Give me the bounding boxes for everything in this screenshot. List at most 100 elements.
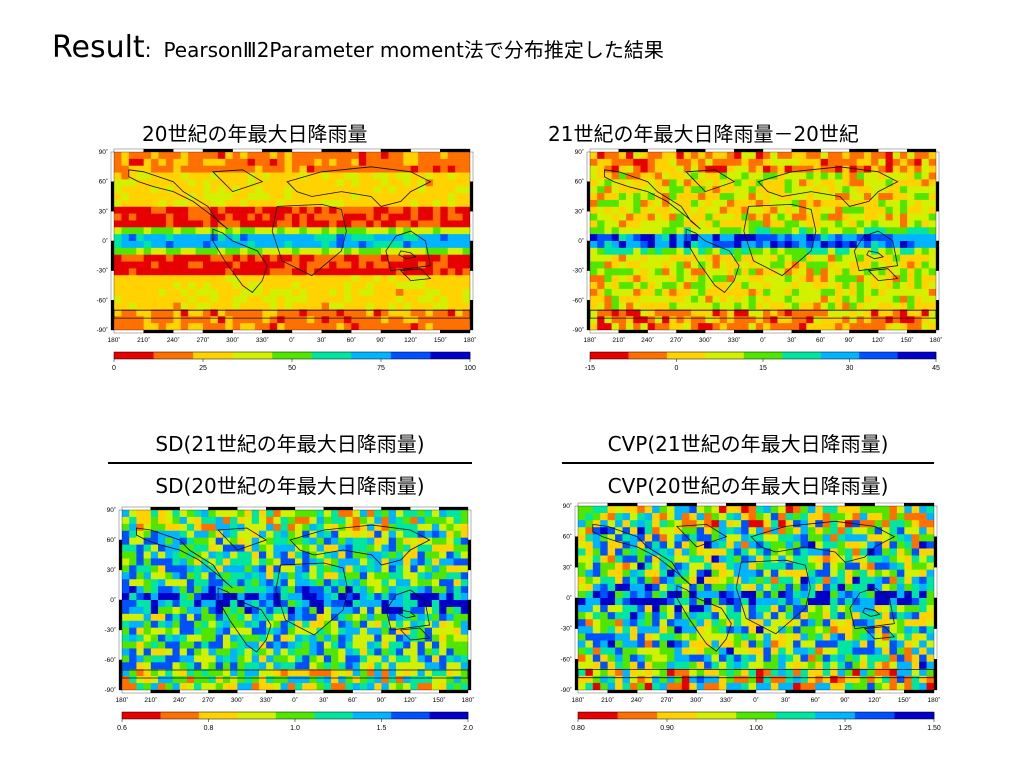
field-cell bbox=[615, 520, 623, 528]
lat-tick-label: 0˚ bbox=[110, 596, 116, 604]
field-cell bbox=[460, 634, 469, 642]
field-cell bbox=[129, 676, 137, 684]
field-cell bbox=[904, 562, 913, 570]
field-cell bbox=[359, 634, 368, 642]
field-cell bbox=[217, 316, 226, 324]
field-cell bbox=[590, 302, 598, 310]
field-cell bbox=[741, 152, 749, 160]
field-cell bbox=[806, 158, 814, 166]
field-cell bbox=[403, 302, 411, 310]
field-cell bbox=[136, 282, 144, 290]
field-cell bbox=[667, 640, 675, 648]
field-cell bbox=[230, 586, 238, 594]
field-cell bbox=[143, 172, 152, 180]
field-cell bbox=[871, 295, 879, 303]
field-cell bbox=[667, 506, 675, 514]
field-cell bbox=[462, 234, 471, 242]
field-cell bbox=[871, 247, 879, 255]
field-cell bbox=[827, 247, 836, 255]
field-cell bbox=[676, 254, 685, 262]
field-cell bbox=[338, 510, 346, 518]
field-cell bbox=[871, 234, 879, 242]
field-cell bbox=[871, 165, 879, 173]
field-cell bbox=[926, 548, 935, 556]
field-cell bbox=[592, 548, 601, 556]
field-cell bbox=[258, 669, 267, 677]
field-cell bbox=[462, 288, 471, 297]
field-cell bbox=[151, 193, 159, 201]
field-cell bbox=[251, 655, 260, 663]
field-cell bbox=[381, 295, 389, 303]
field-cell bbox=[659, 647, 668, 655]
field-cell bbox=[381, 606, 390, 615]
field-cell bbox=[302, 627, 310, 635]
field-cell bbox=[799, 268, 807, 276]
field-cell bbox=[425, 152, 434, 160]
lon-tick-label: 0˚ bbox=[289, 336, 295, 344]
field-cell bbox=[654, 295, 663, 303]
field-cell bbox=[186, 537, 195, 545]
field-cell bbox=[800, 562, 809, 570]
field-cell bbox=[904, 576, 913, 585]
field-cell bbox=[718, 647, 727, 655]
field-cell bbox=[662, 152, 670, 160]
field-cell bbox=[622, 626, 631, 634]
field-cell bbox=[440, 172, 449, 180]
field-cell bbox=[128, 193, 137, 201]
field-cell bbox=[907, 206, 915, 214]
field-cell bbox=[329, 158, 337, 166]
lon-tick-label: 120˚ bbox=[404, 336, 417, 344]
field-cell bbox=[247, 323, 256, 331]
field-cell bbox=[859, 548, 868, 556]
field-cell bbox=[352, 606, 361, 615]
field-cell bbox=[681, 598, 690, 606]
field-cell bbox=[652, 626, 660, 634]
field-cell bbox=[251, 669, 260, 677]
field-cell bbox=[143, 544, 152, 552]
field-cell bbox=[698, 206, 706, 214]
field-cell bbox=[662, 323, 670, 331]
field-cell bbox=[585, 569, 594, 578]
field-cell bbox=[827, 261, 836, 269]
field-cell bbox=[878, 295, 886, 303]
field-cell bbox=[129, 606, 137, 615]
field-cell bbox=[611, 172, 620, 180]
field-cell bbox=[626, 254, 634, 262]
field-cell bbox=[885, 220, 894, 228]
field-cell bbox=[696, 555, 705, 563]
field-cell bbox=[186, 676, 195, 684]
field-cell bbox=[122, 669, 130, 677]
field-cell bbox=[295, 641, 303, 649]
field-cell bbox=[179, 600, 188, 608]
field-cell bbox=[597, 213, 605, 221]
field-cell bbox=[129, 551, 137, 559]
field-cell bbox=[121, 261, 130, 269]
field-cell bbox=[892, 220, 901, 228]
field-cell bbox=[417, 683, 426, 691]
field-cell bbox=[446, 572, 454, 580]
field-cell bbox=[835, 220, 843, 228]
field-cell bbox=[287, 572, 296, 580]
field-cell bbox=[770, 605, 779, 613]
field-cell bbox=[815, 534, 824, 542]
field-cell bbox=[287, 523, 296, 532]
field-cell bbox=[269, 295, 278, 303]
field-cell bbox=[842, 179, 850, 187]
field-cell bbox=[837, 598, 846, 606]
field-cell bbox=[217, 275, 226, 283]
field-cell bbox=[597, 179, 605, 187]
field-cell bbox=[336, 323, 345, 331]
field-cell bbox=[689, 583, 697, 592]
field-cell bbox=[410, 316, 419, 324]
field-cell bbox=[633, 254, 641, 262]
field-cell bbox=[217, 241, 226, 249]
field-cell bbox=[269, 193, 278, 201]
field-cell bbox=[690, 152, 699, 160]
field-cell bbox=[892, 234, 901, 242]
field-cell bbox=[597, 261, 605, 269]
field-cell bbox=[719, 179, 728, 187]
field-cell bbox=[122, 676, 130, 684]
field-cell bbox=[273, 620, 281, 628]
field-cell bbox=[597, 275, 605, 283]
field-cell bbox=[381, 254, 389, 262]
